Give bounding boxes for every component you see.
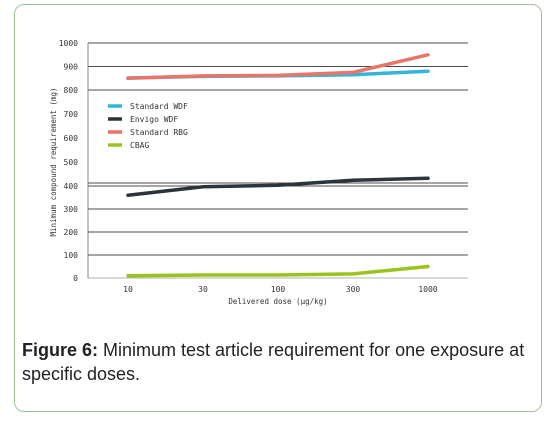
- y-tick-label: 1000: [59, 39, 78, 48]
- series-line-envigo-wdf: [126, 176, 430, 197]
- legend-label: Envigo WDF: [130, 115, 178, 124]
- y-tick-label: 300: [64, 205, 79, 214]
- axes: [87, 43, 468, 279]
- x-tick-label: 30: [198, 285, 208, 294]
- gridlines: [88, 42, 468, 256]
- y-tick-label: 900: [64, 63, 79, 72]
- figure-caption: Figure 6: Minimum test article requireme…: [22, 338, 534, 386]
- figure-label: Figure 6:: [22, 340, 99, 360]
- y-tick-label: 100: [64, 251, 79, 260]
- y-tick-label: 800: [64, 86, 79, 95]
- figure-caption-text: Minimum test article requirement for one…: [22, 340, 525, 384]
- x-tick-labels: 10 30 100 300 1000: [123, 285, 438, 294]
- y-tick-label: 200: [64, 228, 79, 237]
- y-tick-label: 700: [64, 110, 79, 119]
- legend-label: Standard RBG: [130, 128, 188, 137]
- legend-label: Standard WDF: [130, 102, 188, 111]
- legend: Standard WDF Envigo WDF Standard RBG CBAG: [108, 102, 188, 150]
- y-tick-label: 600: [64, 134, 79, 143]
- x-tick-label: 10: [123, 285, 133, 294]
- y-tick-label: 0: [73, 274, 78, 283]
- legend-label: CBAG: [130, 141, 149, 150]
- x-tick-label: 100: [271, 285, 286, 294]
- series-lines: [126, 53, 430, 278]
- line-chart: 0 100 200 300 400 500 600 700 800 900 1000 10 30 100…: [49, 39, 468, 306]
- series-line-standard-rbg: [126, 53, 430, 81]
- y-axis-title: Minimum compound requirement (mg): [49, 87, 58, 236]
- y-tick-label: 500: [64, 158, 79, 167]
- series-line-cbag: [126, 264, 430, 278]
- x-tick-label: 1000: [418, 285, 437, 294]
- y-tick-label: 400: [64, 182, 79, 191]
- x-tick-label: 300: [346, 285, 361, 294]
- y-tick-labels: 0 100 200 300 400 500 600 700 800 900 1000: [59, 39, 78, 283]
- x-axis-title: Delivered dose (μg/kg): [228, 297, 327, 306]
- figure-frame: [14, 4, 542, 412]
